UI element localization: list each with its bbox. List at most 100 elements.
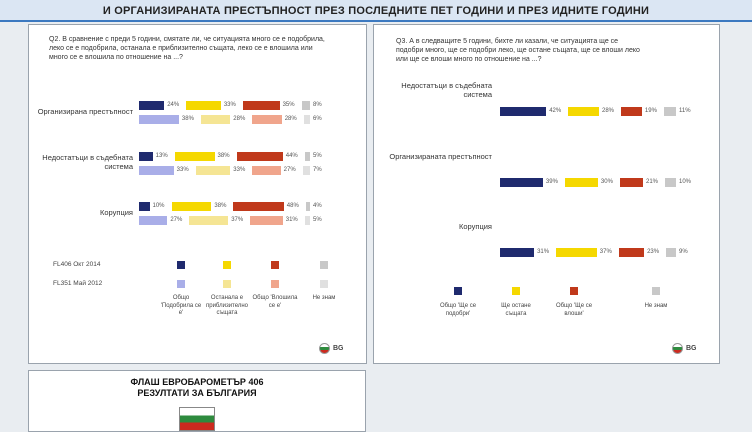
bar-segment bbox=[139, 166, 174, 175]
legend-swatch bbox=[454, 287, 462, 295]
category-label: Корупция bbox=[459, 222, 492, 231]
legend-swatch bbox=[512, 287, 520, 295]
value-label: 9% bbox=[679, 249, 688, 255]
bar-segment bbox=[139, 101, 165, 110]
bar-segment bbox=[139, 202, 150, 211]
bar-segment bbox=[252, 115, 282, 124]
value-label: 42% bbox=[549, 108, 562, 114]
badge: BG bbox=[672, 343, 697, 354]
value-label: 5% bbox=[313, 153, 322, 159]
value-label: 37% bbox=[231, 217, 244, 223]
legend-swatch bbox=[652, 287, 660, 295]
value-label: 31% bbox=[537, 249, 550, 255]
value-label: 10% bbox=[152, 203, 165, 209]
legend-label: Общо 'Ще се подобри' bbox=[439, 303, 477, 317]
bar-segment bbox=[236, 152, 283, 161]
legend-swatch bbox=[570, 287, 578, 295]
category-label: Организирана престъпност bbox=[37, 106, 133, 116]
value-label: 28% bbox=[602, 108, 615, 114]
category-label: Недостатъци в съдебната система bbox=[42, 153, 133, 171]
bar-segment bbox=[233, 202, 284, 211]
value-label: 38% bbox=[217, 153, 230, 159]
bar-segment bbox=[305, 202, 310, 211]
value-label: 33% bbox=[176, 167, 189, 173]
value-label: 37% bbox=[599, 249, 612, 255]
bar-segment bbox=[200, 115, 231, 124]
footer-line: ФЛАШ ЕВРОБАРОМЕТЪР 406 bbox=[130, 377, 264, 387]
value-label: 27% bbox=[170, 217, 183, 223]
value-label: 24% bbox=[167, 102, 180, 108]
legend-swatch bbox=[177, 261, 185, 269]
value-label: 38% bbox=[181, 116, 194, 122]
bar-segment bbox=[304, 216, 310, 225]
bar-segment bbox=[252, 166, 281, 175]
bar-segment bbox=[500, 178, 543, 187]
legend-swatch bbox=[271, 280, 279, 288]
value-label: 33% bbox=[233, 167, 246, 173]
bar-segment bbox=[621, 107, 642, 116]
value-label: 35% bbox=[282, 102, 295, 108]
badge-text: BG bbox=[333, 345, 344, 352]
value-label: 23% bbox=[647, 249, 660, 255]
legend-swatch bbox=[223, 280, 231, 288]
value-label: 13% bbox=[155, 153, 168, 159]
header: И ОРГАНИЗИРАНАТА ПРЕСТЪПНОСТ ПРЕЗ ПОСЛЕД… bbox=[0, 0, 752, 22]
bar-segment bbox=[302, 166, 310, 175]
bar-segment bbox=[139, 115, 179, 124]
bar-segment bbox=[189, 216, 229, 225]
legend-swatch bbox=[320, 280, 328, 288]
value-label: 28% bbox=[233, 116, 246, 122]
value-label: 4% bbox=[313, 203, 322, 209]
bar-segment bbox=[619, 178, 643, 187]
chart-title: Q3. А в следващите 5 години, бихте ли ка… bbox=[396, 38, 640, 63]
legend-label: Общо 'Подобрила се е' bbox=[160, 295, 202, 316]
legend-label: Не знам bbox=[312, 295, 336, 301]
value-label: 38% bbox=[214, 203, 227, 209]
category-label: Корупция bbox=[100, 207, 133, 217]
bar-segment bbox=[665, 178, 676, 187]
value-label: 8% bbox=[313, 102, 322, 108]
value-label: 39% bbox=[545, 179, 558, 185]
bar-segment bbox=[304, 152, 310, 161]
legend-swatch bbox=[177, 280, 185, 288]
value-label: 28% bbox=[284, 116, 297, 122]
bar-segment bbox=[186, 101, 221, 110]
bar-segment bbox=[556, 248, 597, 257]
value-label: 7% bbox=[313, 167, 322, 173]
value-label: 11% bbox=[679, 108, 691, 114]
value-label: 48% bbox=[286, 203, 299, 209]
value-label: 30% bbox=[600, 179, 613, 185]
bar-segment bbox=[663, 107, 676, 116]
flag bbox=[179, 407, 215, 431]
bar-segment bbox=[195, 166, 231, 175]
bar-segment bbox=[618, 248, 645, 257]
bar-segment bbox=[171, 202, 212, 211]
legend-label: Общо 'Влошила се е' bbox=[252, 295, 298, 309]
header-title: И ОРГАНИЗИРАНАТА ПРЕСТЪПНОСТ ПРЕЗ ПОСЛЕД… bbox=[102, 5, 650, 17]
value-label: 44% bbox=[285, 153, 298, 159]
legend-label: Общо 'Ще се влоши' bbox=[555, 303, 593, 317]
chart-title: Q2. В сравнение с преди 5 години, смятат… bbox=[49, 36, 325, 61]
value-label: 10% bbox=[679, 179, 692, 185]
footer: ФЛАШ ЕВРОБАРОМЕТЪР 406 РЕЗУЛТАТИ ЗА БЪЛГ… bbox=[28, 370, 366, 432]
category-label: Организираната престъпност bbox=[389, 152, 492, 161]
bar-segment bbox=[242, 101, 280, 110]
value-label: 19% bbox=[644, 108, 657, 114]
bar-segment bbox=[139, 216, 168, 225]
bar-segment bbox=[301, 101, 310, 110]
value-label: 6% bbox=[313, 116, 322, 122]
badge-flag bbox=[319, 343, 330, 354]
bar-segment bbox=[174, 152, 215, 161]
bar-segment bbox=[666, 248, 676, 257]
legend-label: Не знам bbox=[644, 303, 668, 309]
legend-series-name: FL351 Май 2012 bbox=[53, 280, 103, 287]
legend-series-name: FL406 Окт 2014 bbox=[53, 261, 101, 268]
legend-swatch bbox=[271, 261, 279, 269]
value-label: 5% bbox=[313, 217, 322, 223]
bar-segment bbox=[250, 216, 283, 225]
badge: BG bbox=[319, 343, 344, 354]
badge-flag bbox=[672, 343, 683, 354]
legend-label: Останала е приблизително същата bbox=[205, 295, 249, 316]
bar-segment bbox=[564, 178, 598, 187]
